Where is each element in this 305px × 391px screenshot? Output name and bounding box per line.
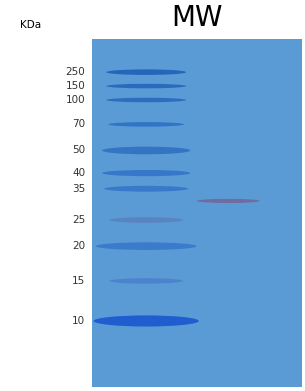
Ellipse shape (102, 147, 190, 154)
Text: 40: 40 (72, 168, 85, 178)
Ellipse shape (109, 217, 183, 223)
Ellipse shape (96, 242, 197, 250)
Text: 20: 20 (72, 241, 85, 251)
Text: 100: 100 (66, 95, 85, 105)
Ellipse shape (109, 278, 183, 284)
Text: 35: 35 (72, 184, 85, 194)
Text: 10: 10 (72, 316, 85, 326)
Text: KDa: KDa (20, 20, 41, 30)
Ellipse shape (197, 199, 260, 203)
Text: 15: 15 (72, 276, 85, 286)
Ellipse shape (94, 316, 199, 326)
Text: 50: 50 (72, 145, 85, 156)
Ellipse shape (106, 69, 186, 75)
Ellipse shape (104, 186, 188, 192)
Text: 70: 70 (72, 119, 85, 129)
Text: 25: 25 (72, 215, 85, 225)
Ellipse shape (106, 84, 186, 88)
FancyBboxPatch shape (92, 39, 302, 387)
Ellipse shape (102, 170, 190, 176)
Text: MW: MW (171, 4, 222, 32)
Text: 250: 250 (66, 67, 85, 77)
Ellipse shape (106, 98, 186, 102)
Text: 150: 150 (66, 81, 85, 91)
Ellipse shape (108, 122, 184, 127)
